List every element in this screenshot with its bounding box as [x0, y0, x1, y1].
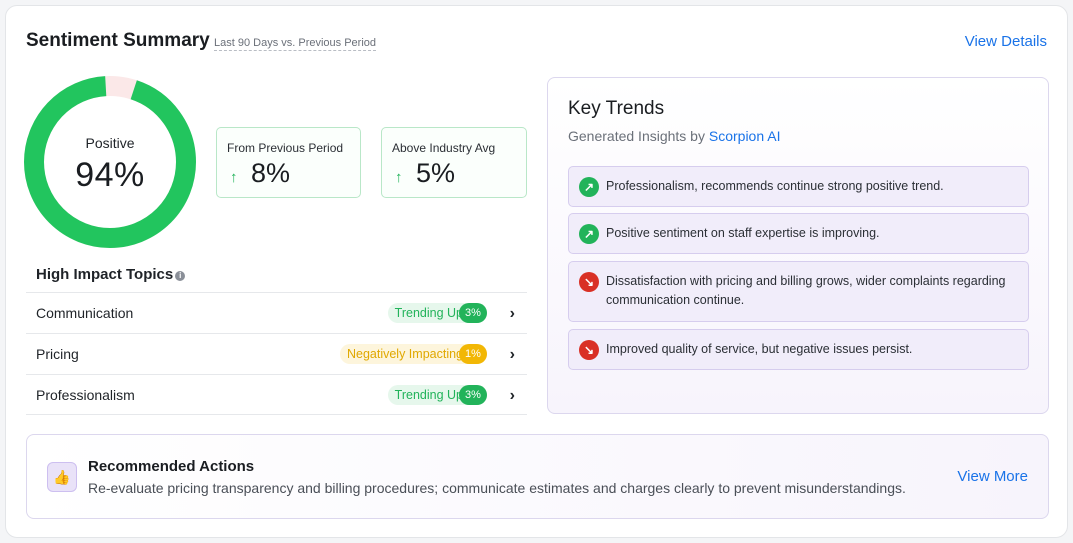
trend-down-icon: ↘ [579, 272, 599, 292]
status-label: Trending Up [394, 388, 463, 402]
stat-value: 8% [251, 158, 291, 188]
view-more-link[interactable]: View More [957, 468, 1028, 485]
recommended-actions-panel: 👍 Recommended Actions Re-evaluate pricin… [26, 434, 1049, 519]
topic-name: Communication [36, 305, 134, 321]
chevron-right-icon[interactable]: › [509, 305, 515, 322]
status-badge: Trending Up 3% [387, 303, 487, 323]
trend-down-icon: ↘ [579, 340, 599, 360]
percent-badge: 1% [459, 344, 487, 364]
chevron-right-icon[interactable]: › [509, 387, 515, 404]
donut-label: Positive [85, 135, 135, 151]
subtitle-prefix: Generated Insights by [568, 128, 705, 144]
period-subtitle: Last 90 Days vs. Previous Period [214, 37, 377, 51]
status-badge: Negatively Impacting 1% [339, 344, 487, 364]
trend-item: ↘ Improved quality of service, but negat… [568, 329, 1029, 370]
trend-item: ↘ Dissatisfaction with pricing and billi… [568, 261, 1029, 322]
trend-item: ↗ Professionalism, recommends continue s… [568, 166, 1029, 207]
percent-badge: 3% [459, 385, 487, 405]
view-details-link[interactable]: View Details [964, 33, 1047, 50]
trend-text: Improved quality of service, but negativ… [606, 342, 913, 356]
topic-name: Professionalism [36, 387, 135, 403]
topic-row-professionalism[interactable]: Professionalism Trending Up 3% › [26, 374, 527, 415]
donut-center: Positive 94% [24, 76, 196, 248]
sentiment-summary-card: Sentiment Summary Last 90 Days vs. Previ… [5, 5, 1068, 538]
key-trends-subtitle: Generated Insights by Scorpion AI [568, 128, 780, 144]
trend-item: ↗ Positive sentiment on staff expertise … [568, 213, 1029, 254]
trend-up-icon: ↗ [579, 177, 599, 197]
stat-above-industry-avg: Above Industry Avg ↑ 5% [381, 127, 527, 198]
donut-positive-arc [24, 76, 196, 248]
recommended-actions-text: Re-evaluate pricing transparency and bil… [88, 480, 906, 496]
stat-from-previous-period: From Previous Period ↑ 8% [216, 127, 361, 198]
status-badge: Trending Up 3% [387, 385, 487, 405]
arrow-up-icon: ↑ [230, 169, 238, 186]
status-label: Trending Up [394, 306, 463, 320]
thumbs-up-icon: 👍 [47, 462, 77, 492]
info-icon[interactable]: i [175, 271, 186, 281]
trend-text: Dissatisfaction with pricing and billing… [606, 274, 1006, 307]
percent-badge: 3% [459, 303, 487, 323]
stat-label: From Previous Period [227, 141, 344, 155]
sentiment-donut-chart [24, 76, 196, 248]
brand-link[interactable]: Scorpion AI [708, 128, 781, 144]
topic-row-communication[interactable]: Communication Trending Up 3% › [26, 292, 527, 333]
donut-value: 94% [75, 156, 145, 194]
topic-name: Pricing [36, 346, 79, 362]
stat-label: Above Industry Avg [392, 141, 496, 155]
status-label: Negatively Impacting [346, 347, 463, 361]
page-title: Sentiment Summary [26, 30, 210, 51]
trend-up-icon: ↗ [579, 224, 599, 244]
key-trends-title: Key Trends [568, 98, 665, 119]
topics-heading-label: High Impact Topics [36, 266, 174, 283]
trend-text: Professionalism, recommends continue str… [606, 179, 944, 193]
arrow-up-icon: ↑ [395, 169, 403, 186]
key-trends-panel: Key Trends Generated Insights by Scorpio… [547, 77, 1049, 414]
topics-heading: High Impact Topics i [36, 266, 186, 283]
stat-value: 5% [416, 158, 456, 188]
chevron-right-icon[interactable]: › [509, 346, 515, 363]
topic-row-pricing[interactable]: Pricing Negatively Impacting 1% › [26, 333, 527, 374]
recommended-actions-title: Recommended Actions [88, 458, 255, 475]
trend-text: Positive sentiment on staff expertise is… [606, 226, 880, 240]
